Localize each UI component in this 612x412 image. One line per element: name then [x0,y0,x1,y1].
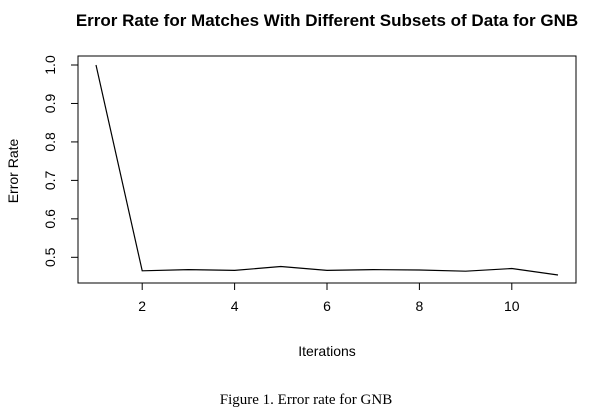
x-tick-label: 2 [138,298,146,314]
y-tick-label: 0.8 [42,132,58,152]
error-rate-line [95,64,559,276]
y-tick-label: 0.5 [42,247,58,267]
x-axis-label: Iterations [298,343,356,359]
figure-caption: Figure 1. Error rate for GNB [219,392,393,408]
x-axis: 2 4 6 8 10 [138,283,520,314]
x-tick-label: 6 [323,298,331,314]
y-tick-label: 0.9 [42,94,58,114]
x-tick-label: 10 [504,298,520,314]
y-tick-label: 1.0 [42,55,58,75]
chart-title: Error Rate for Matches With Different Su… [76,11,578,30]
y-axis: 0.5 0.6 0.7 0.8 0.9 1.0 [42,55,78,267]
y-tick-label: 0.6 [42,209,58,229]
y-axis-label: Error Rate [5,139,21,204]
x-tick-label: 4 [231,298,239,314]
line-chart: Error Rate for Matches With Different Su… [5,11,578,359]
plot-frame [77,55,577,284]
y-tick-label: 0.7 [42,170,58,190]
x-tick-label: 8 [416,298,424,314]
